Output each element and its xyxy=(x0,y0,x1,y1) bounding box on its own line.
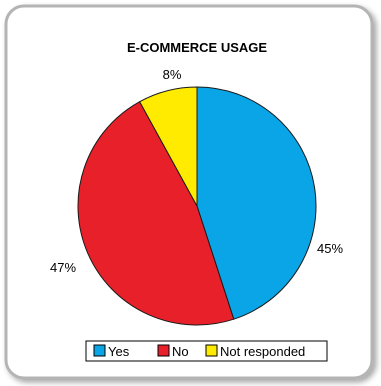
chart-title: E-COMMERCE USAGE xyxy=(127,40,267,55)
pie-slice-not-responded xyxy=(138,86,198,207)
legend-label-not-responded: Not responded xyxy=(220,344,305,359)
legend-label-no: No xyxy=(172,344,189,359)
slice-label-not-responded: 8% xyxy=(163,67,182,82)
legend: Yes No Not responded xyxy=(85,340,328,362)
slice-labels: 45% 47% 8% xyxy=(50,67,343,275)
slice-label-yes: 45% xyxy=(317,241,343,256)
slice-label-no: 47% xyxy=(50,260,76,275)
legend-swatch-yes xyxy=(93,344,106,357)
pie-slice-yes xyxy=(196,86,317,320)
legend-label-yes: Yes xyxy=(108,344,130,359)
legend-swatch-not-responded xyxy=(205,344,218,357)
pie-slice-no xyxy=(77,101,235,326)
legend-swatch-no xyxy=(157,344,170,357)
pie-chart xyxy=(77,86,317,326)
